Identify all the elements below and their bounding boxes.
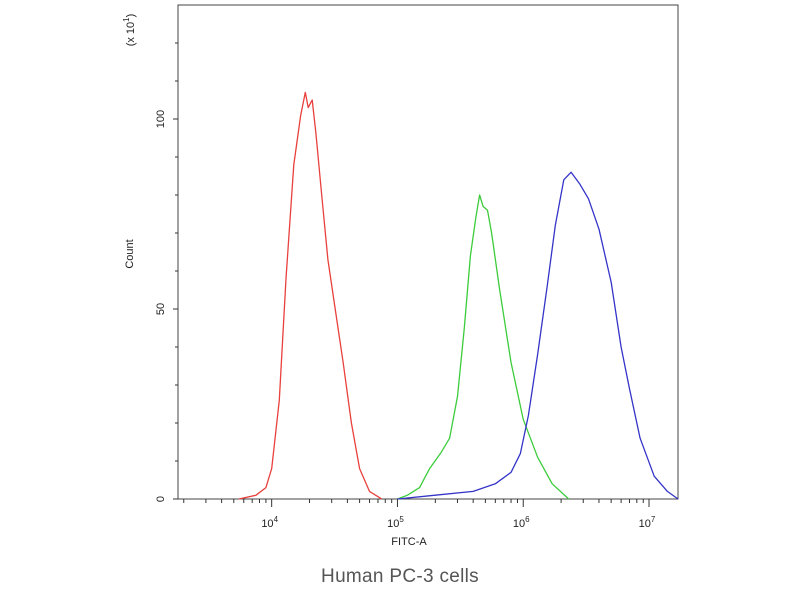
x-axis-title: FITC-A	[391, 536, 427, 548]
figure-caption: Human PC-3 cells	[321, 566, 479, 587]
y-tick-label: 100	[155, 110, 167, 128]
series-line-1	[238, 91, 383, 500]
series-line-3	[397, 171, 679, 500]
y-tick-label: 50	[155, 303, 167, 315]
y-axis-title: Count	[124, 239, 136, 268]
y-tick-label: 0	[155, 496, 167, 502]
y-axis-unit: (x 101)	[122, 14, 137, 47]
x-tick-label: 106	[513, 515, 530, 530]
x-tick-label: 107	[639, 515, 656, 530]
plot-frame	[177, 4, 679, 500]
series-line-2	[397, 194, 570, 500]
series-layer	[238, 91, 679, 500]
plot-border	[177, 4, 679, 500]
axis-layer: 0 50 100 104 105 106 107	[155, 42, 656, 530]
x-tick-label: 105	[387, 515, 404, 530]
x-tick-label: 104	[261, 515, 278, 530]
